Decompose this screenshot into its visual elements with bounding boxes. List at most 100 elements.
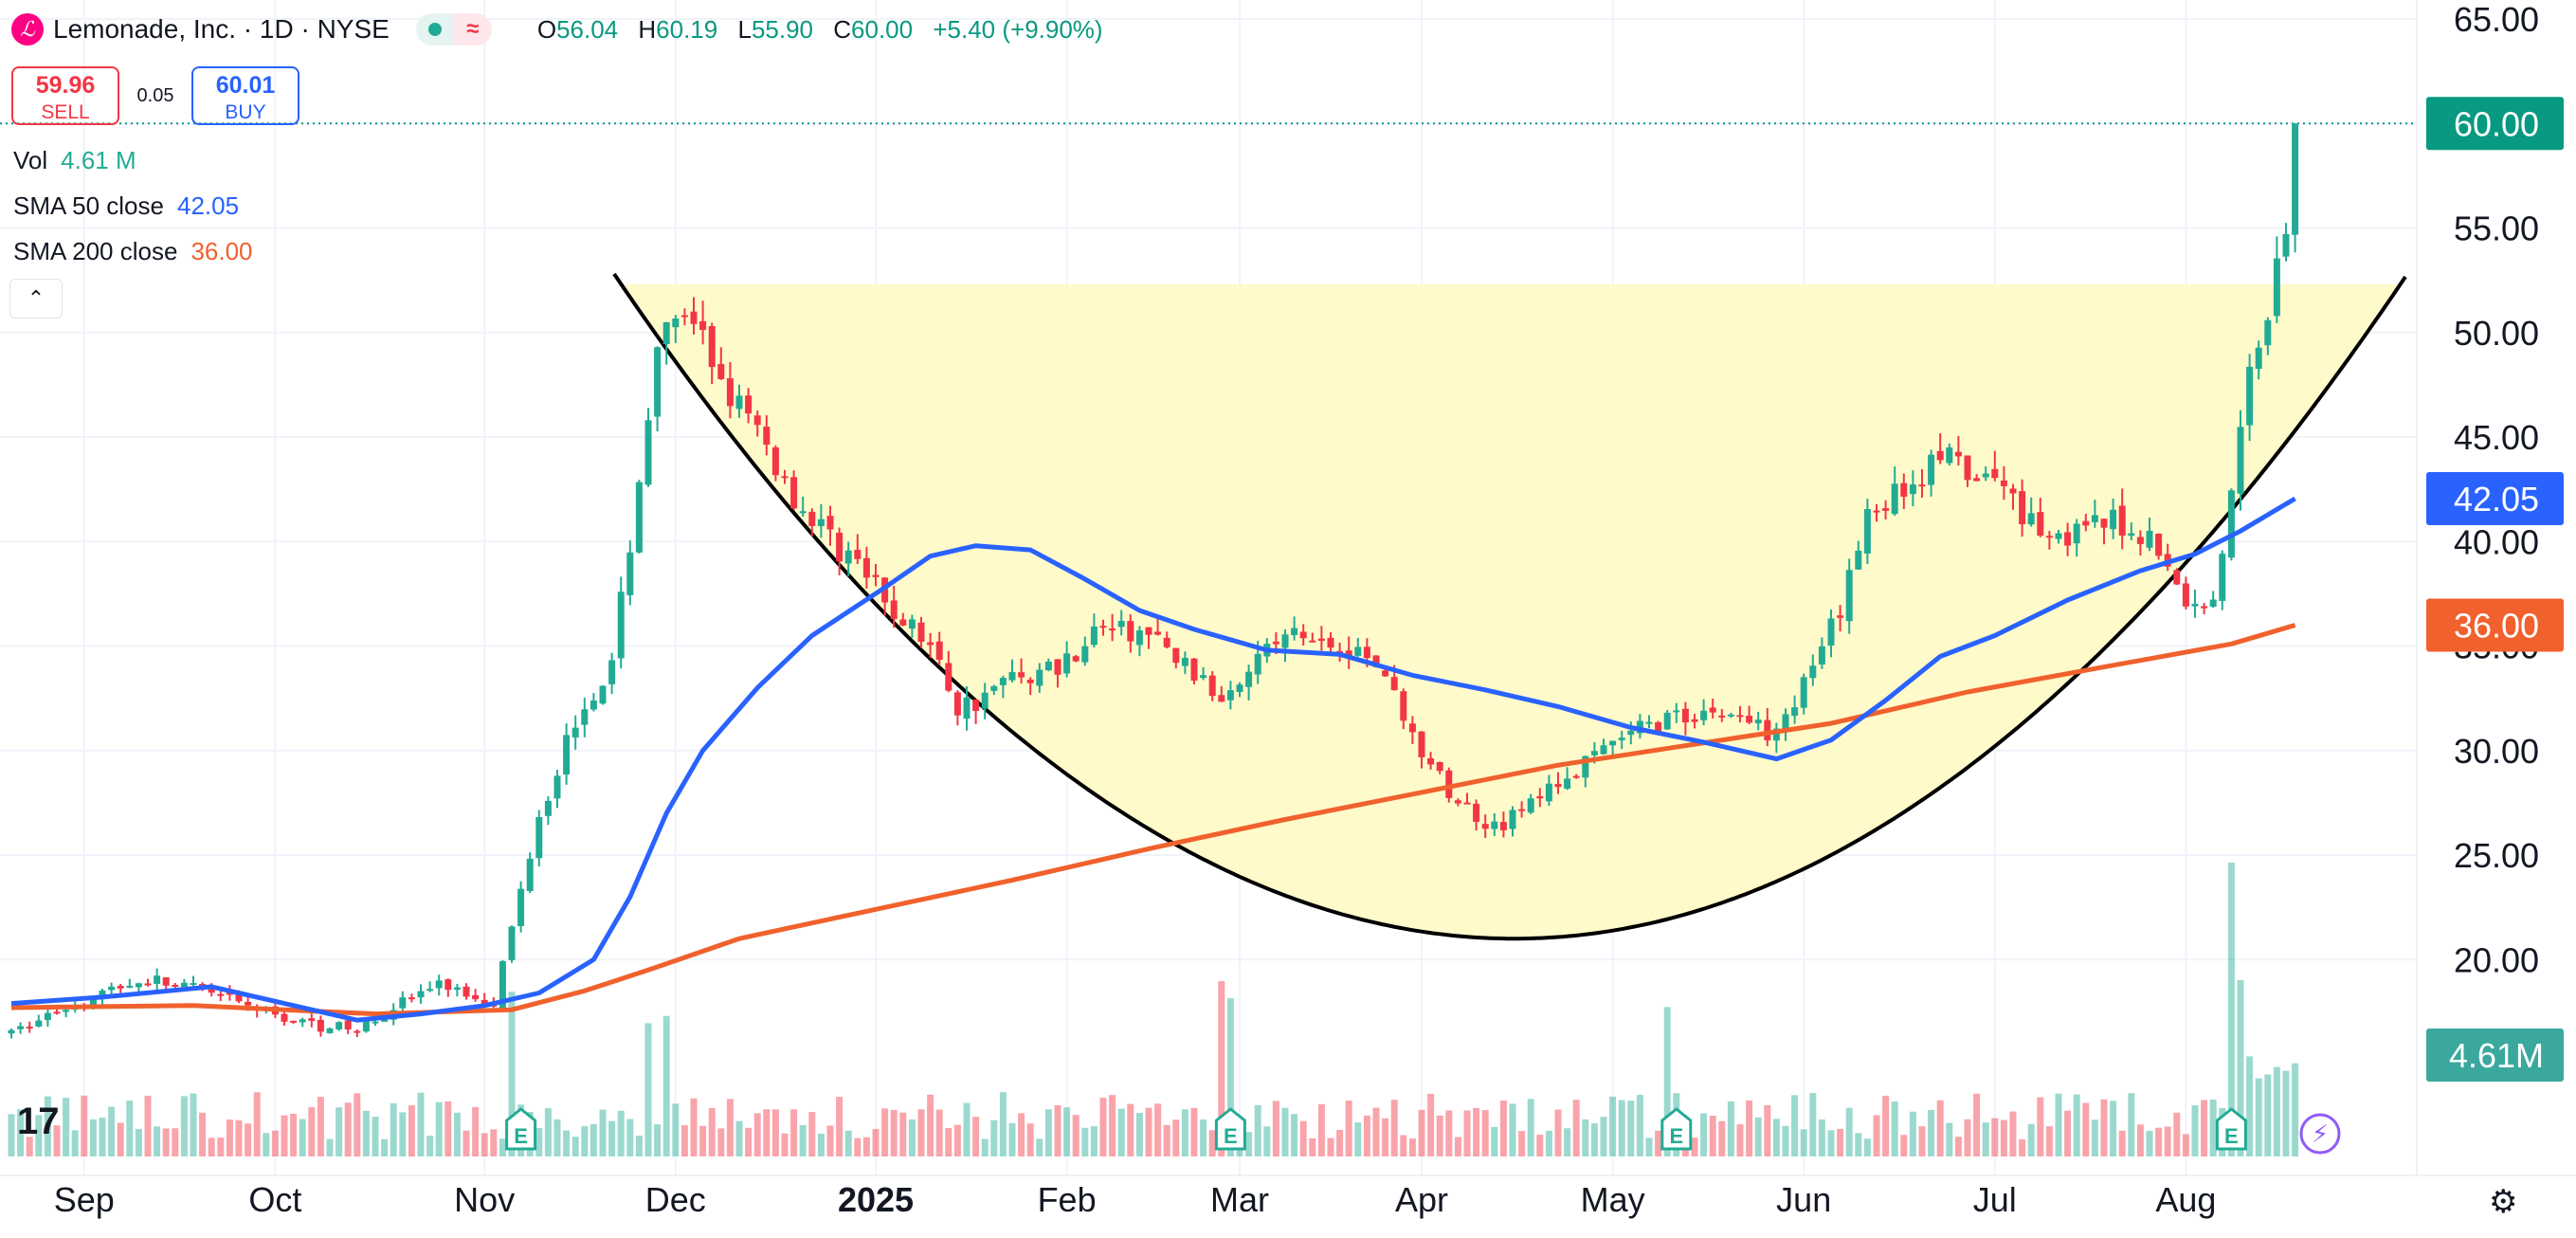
candle-body — [1509, 810, 1516, 829]
sma50-indicator[interactable]: SMA 50 close 42.05 — [13, 191, 240, 220]
candle-body — [1772, 728, 1780, 741]
market-status-badge[interactable]: ≈ — [415, 13, 492, 46]
earnings-markers[interactable]: E E E E ⚡ — [505, 1107, 2341, 1155]
earnings-badge — [1660, 1107, 1693, 1151]
candle-body — [299, 1019, 306, 1023]
time-tick-label: 2025 — [838, 1180, 914, 1219]
volume-bar — [208, 1138, 215, 1156]
candle-body — [644, 420, 652, 485]
candle-body — [1400, 691, 1407, 721]
volume-bar — [1400, 1135, 1407, 1156]
candle-body — [517, 888, 525, 927]
sma200-indicator[interactable]: SMA 200 close 36.00 — [13, 237, 253, 265]
earnings-badge — [505, 1107, 537, 1151]
candle-body — [771, 446, 779, 476]
candle-body — [226, 992, 233, 995]
price-tick-label: 25.00 — [2454, 836, 2539, 875]
candle-body — [1618, 737, 1625, 740]
volume-bar — [1117, 1108, 1125, 1156]
volume-bar — [1845, 1107, 1853, 1156]
volume-bar — [917, 1109, 925, 1156]
earnings-label: E — [1224, 1124, 1238, 1148]
volume-bar — [581, 1126, 589, 1156]
volume-bar — [417, 1092, 425, 1156]
symbol-title[interactable]: Lemonade, Inc. · 1D · NYSE — [53, 14, 390, 44]
volume-bar — [26, 1137, 33, 1156]
volume-bar — [1036, 1138, 1043, 1156]
time-tick-label: Oct — [248, 1180, 301, 1219]
candle-body — [790, 477, 798, 509]
candle-body — [1299, 631, 1307, 639]
candle-body — [1837, 615, 1844, 618]
candle-body — [1208, 675, 1216, 697]
time-tick-label: Jul — [1973, 1180, 2017, 1219]
volume-bar — [444, 1101, 452, 1156]
volume-bar — [1445, 1110, 1453, 1156]
candle-body — [617, 592, 625, 659]
candle-body — [1317, 638, 1325, 641]
volume-bar — [1172, 1120, 1180, 1156]
volume-bar — [672, 1103, 680, 1156]
settings-gear-icon[interactable]: ⚙ — [2489, 1184, 2518, 1220]
volume-bar — [217, 1138, 225, 1156]
candle-body — [1099, 626, 1107, 628]
buy-button[interactable]: 60.01 BUY — [191, 66, 299, 125]
price-axis[interactable]: 65.0060.0055.0050.0045.0040.0035.0030.00… — [2416, 0, 2564, 1175]
volume-bar — [2282, 1070, 2290, 1156]
volume-bar — [1481, 1110, 1489, 1156]
volume-bar — [453, 1112, 461, 1156]
candle-body — [526, 858, 534, 892]
volume-bar — [1163, 1124, 1170, 1156]
volume-bar — [245, 1123, 252, 1156]
candle-body — [1481, 824, 1489, 829]
volume-bar — [1791, 1095, 1799, 1156]
candle-body — [453, 987, 461, 991]
candle-body — [1909, 484, 1916, 495]
candle-body — [499, 960, 506, 1009]
volume-bar — [1645, 1138, 1653, 1156]
change-value: +5.40 (+9.90%) — [933, 14, 1103, 44]
time-axis[interactable]: Sep Oct Nov Dec 2025 Feb Mar Apr May Jun Jul Aug 17 — [0, 1101, 2576, 1219]
volume-bar — [763, 1109, 771, 1156]
candle-body — [1746, 716, 1753, 723]
volume-bar — [872, 1129, 880, 1156]
price-tag-label: 42.05 — [2454, 480, 2539, 519]
sell-button[interactable]: 59.96 SELL — [11, 66, 119, 125]
volume-bar — [326, 1138, 334, 1156]
volume-bar — [2027, 1123, 2035, 1156]
earnings-icon: E — [1214, 1107, 1246, 1151]
candle-body — [417, 991, 425, 998]
candle-body — [635, 482, 643, 553]
volume-bar — [1572, 1100, 1580, 1156]
volume-bar — [699, 1125, 707, 1156]
time-tick-label: Jun — [1776, 1180, 1831, 1219]
candle-body — [726, 378, 734, 407]
volume-indicator[interactable]: Vol 4.61 M — [13, 146, 136, 174]
candle-body — [208, 988, 215, 993]
candle-body — [1936, 450, 1944, 461]
time-tick-label: Sep — [54, 1180, 115, 1219]
candle-body — [1254, 653, 1261, 675]
volume-bar — [2019, 1138, 2026, 1156]
candle-body — [1627, 730, 1635, 736]
volume-bar — [1372, 1107, 1380, 1156]
volume-bar — [2292, 1063, 2299, 1156]
time-tick-label: Aug — [2155, 1180, 2216, 1219]
candle-body — [826, 516, 834, 530]
volume-bar — [81, 1095, 88, 1156]
volume-bar — [745, 1127, 753, 1156]
candle-body — [399, 997, 407, 1009]
volume-tag-label: 4.61M — [2449, 1036, 2544, 1075]
volume-bar — [599, 1109, 607, 1156]
volume-bar — [154, 1126, 161, 1156]
volume-bar — [644, 1023, 652, 1156]
open-value: 56.04 — [556, 14, 619, 44]
volume-bar — [1054, 1105, 1061, 1156]
collapse-legend-button[interactable]: ⌃ — [9, 279, 63, 319]
volume-bar — [726, 1099, 734, 1156]
candle-body — [1754, 719, 1762, 724]
volume-bar — [408, 1104, 415, 1156]
candle-body — [1109, 628, 1116, 631]
earnings-icon: E — [2215, 1107, 2247, 1151]
